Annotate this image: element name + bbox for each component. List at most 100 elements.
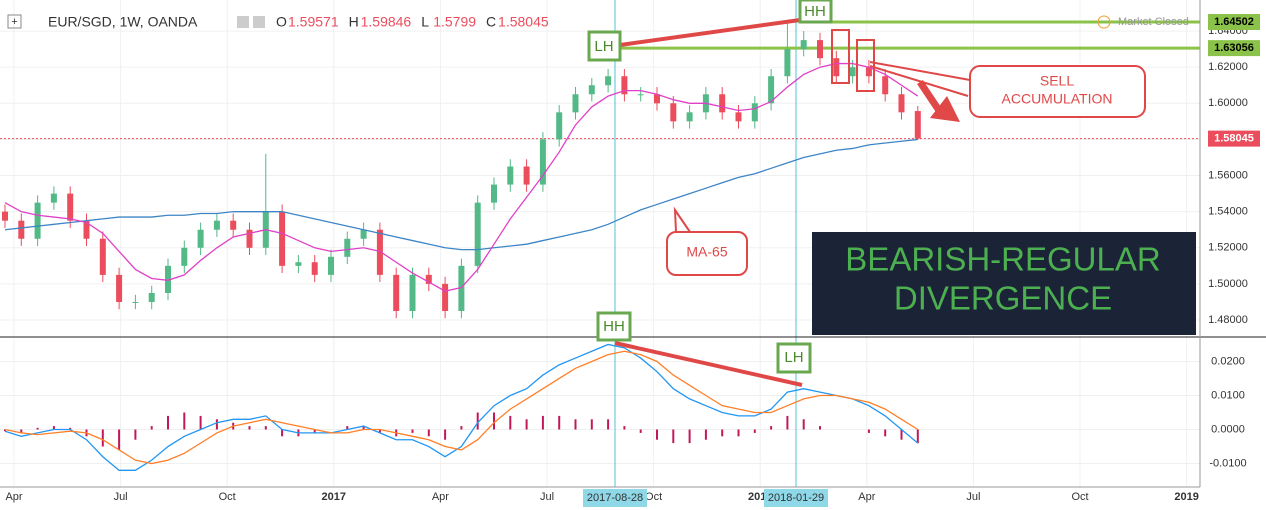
x-tick-label: Jul — [114, 491, 128, 503]
histogram-bar — [444, 429, 447, 440]
candle-body — [295, 262, 302, 266]
histogram-bar — [721, 429, 724, 437]
candle-body — [556, 112, 563, 140]
y-tick-label: 1.56000 — [1208, 169, 1248, 181]
histogram-bar — [639, 429, 642, 433]
candle-body — [588, 85, 595, 95]
x-tick-label: Oct — [1071, 491, 1088, 503]
candle-body — [67, 193, 74, 221]
histogram-bar — [672, 429, 675, 444]
histogram-bar — [36, 427, 39, 430]
candle-body — [393, 274, 400, 311]
divergence-text: BEARISH-REGULAR — [845, 241, 1160, 278]
status-icon — [1097, 15, 1111, 29]
histogram-bar — [362, 426, 365, 430]
candle-body — [34, 202, 41, 239]
candle-body — [523, 166, 530, 185]
candle-body — [230, 220, 237, 230]
candle-body — [99, 238, 106, 275]
histogram-bar — [183, 412, 186, 430]
candle-body — [132, 301, 139, 303]
osc-divergence-line — [614, 341, 803, 387]
hh-label: HH — [603, 318, 625, 335]
arrow-shaft — [917, 80, 943, 114]
candle-body — [800, 40, 807, 50]
highlight-box — [831, 29, 850, 84]
candle-body — [882, 76, 889, 95]
histogram-bar — [509, 415, 512, 430]
candle-body — [621, 76, 628, 95]
y-tick-label: 0.0100 — [1211, 389, 1245, 401]
histogram-bar — [704, 429, 707, 440]
histogram-bar — [215, 419, 218, 430]
ohlc-key: L — [421, 14, 429, 30]
level-label: 1.63056 — [1214, 42, 1254, 54]
histogram-bar — [737, 429, 740, 437]
x-tick-label: Jul — [966, 491, 980, 503]
last-price-box — [1208, 130, 1260, 147]
candle-body — [197, 229, 204, 248]
level-label-box — [1208, 13, 1260, 30]
ohlc-value: 1.59846 — [361, 14, 412, 30]
y-tick-label: 0.0200 — [1211, 355, 1245, 367]
histogram-bar — [411, 429, 414, 433]
candle-body — [491, 184, 497, 203]
candle-body — [213, 220, 220, 230]
histogram-bar — [101, 429, 104, 447]
ohlc-key: O — [276, 14, 287, 30]
candle-body — [344, 238, 351, 257]
x-tick-label: Oct — [219, 491, 236, 503]
hh-box — [798, 0, 833, 24]
candle-body — [360, 229, 367, 239]
histogram-bar — [867, 429, 870, 433]
candle-body — [425, 274, 432, 284]
lh-box — [587, 30, 622, 62]
ma-callout — [666, 231, 748, 276]
divergence-panel — [812, 232, 1196, 335]
histogram-bar — [4, 429, 6, 432]
settings-icon[interactable] — [237, 16, 249, 28]
y-tick-label: 1.54000 — [1208, 206, 1248, 218]
eye-icon[interactable] — [253, 16, 265, 28]
histogram-bar — [656, 429, 658, 440]
plot — [0, 0, 1200, 487]
moving-average — [4, 138, 918, 251]
histogram-bar — [541, 415, 544, 430]
histogram-bar — [167, 415, 169, 430]
candle-body — [181, 247, 188, 266]
divergence-text: DIVERGENCE — [894, 280, 1112, 317]
macd-line — [4, 343, 919, 471]
candle-body — [165, 265, 171, 293]
y-tick-label: 0.0000 — [1211, 423, 1245, 435]
candle-body — [817, 40, 823, 59]
date-marker-box — [583, 489, 647, 507]
candle-body — [328, 256, 334, 275]
hh-label: HH — [804, 3, 826, 20]
candle-body — [735, 112, 742, 122]
moving-average — [4, 62, 919, 292]
histogram-bar — [786, 415, 789, 430]
x-tick-label: Apr — [432, 491, 449, 503]
price-divergence-line — [619, 18, 801, 47]
histogram-bar — [313, 429, 316, 433]
histogram-bar — [199, 415, 202, 430]
candle-body — [279, 211, 286, 266]
ma-callout-pointer — [673, 206, 691, 233]
expand-icon[interactable] — [7, 14, 22, 29]
candle-body — [865, 67, 872, 77]
level-label-box — [1208, 40, 1260, 57]
candle-body — [670, 103, 677, 122]
candle-body — [768, 76, 775, 104]
candle-body — [833, 58, 840, 77]
histogram-bar — [52, 426, 55, 430]
x-tick-label: Apr — [858, 491, 875, 503]
callout-pointer — [869, 61, 971, 97]
candle-body — [637, 94, 644, 96]
ohlc-key: H — [349, 14, 359, 30]
sell-callout-text: ACCUMULATION — [1002, 91, 1113, 107]
x-tick-label: Apr — [5, 491, 22, 503]
x-tick-label: Jul — [540, 491, 554, 503]
ma-callout-text: MA-65 — [686, 244, 727, 260]
candle-body — [898, 94, 905, 113]
